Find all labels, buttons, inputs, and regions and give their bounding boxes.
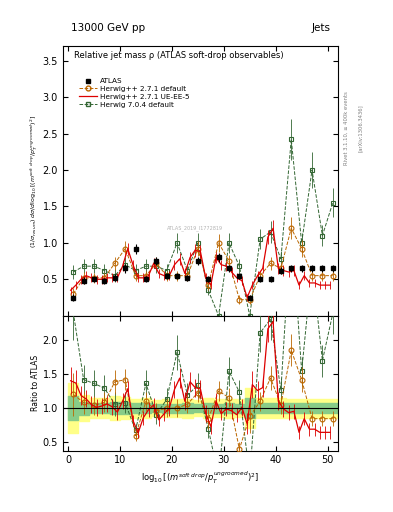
Text: Rivet 3.1.10, ≥ 400k events: Rivet 3.1.10, ≥ 400k events <box>344 91 349 165</box>
Y-axis label: $(1/\sigma_{resum})\ d\sigma/d\log_{10}[(m^{soft\ drop}/p_T^{ungroomed})^2]$: $(1/\sigma_{resum})\ d\sigma/d\log_{10}[… <box>28 114 40 248</box>
Text: Relative jet mass ρ (ATLAS soft-drop observables): Relative jet mass ρ (ATLAS soft-drop obs… <box>74 52 283 60</box>
Text: Jets: Jets <box>311 23 330 33</box>
X-axis label: $\log_{10}[(m^{soft\ drop}/p_T^{ungroomed})^2]$: $\log_{10}[(m^{soft\ drop}/p_T^{ungroome… <box>141 470 259 486</box>
Legend: ATLAS, Herwig++ 2.7.1 default, Herwig++ 2.7.1 UE-EE-5, Herwig 7.0.4 default: ATLAS, Herwig++ 2.7.1 default, Herwig++ … <box>77 77 191 109</box>
Text: [arXiv:1306.3436]: [arXiv:1306.3436] <box>358 104 363 152</box>
Text: 13000 GeV pp: 13000 GeV pp <box>71 23 145 33</box>
Y-axis label: Ratio to ATLAS: Ratio to ATLAS <box>31 355 40 411</box>
Text: ATLAS_2019_I1772819: ATLAS_2019_I1772819 <box>167 225 223 231</box>
